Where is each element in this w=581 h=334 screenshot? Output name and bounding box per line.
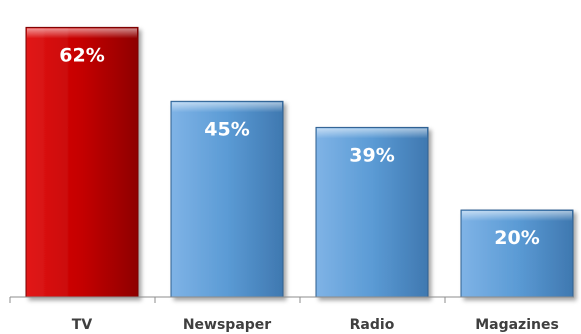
bar-radio <box>315 126 429 298</box>
category-label-radio: Radio <box>350 317 395 333</box>
bar-bevel-newspaper <box>172 102 282 113</box>
bar-magazines <box>460 209 574 298</box>
category-label-tv: TV <box>72 317 93 333</box>
value-label-magazines: 20% <box>494 227 539 249</box>
category-label-magazines: Magazines <box>475 317 559 333</box>
bar-group-radio: 39% <box>315 126 429 298</box>
bar-group-tv: 62% <box>25 26 139 298</box>
x-axis-ticks <box>9 297 446 303</box>
bars-layer: 62% 45% 39% 20% <box>25 26 574 298</box>
value-label-radio: 39% <box>349 144 394 166</box>
bar-bevel-magazines <box>462 211 572 222</box>
category-labels: TV Newspaper Radio Magazines <box>72 317 559 333</box>
bar-group-newspaper: 45% <box>170 100 284 298</box>
bar-newspaper <box>170 100 284 298</box>
bar-bevel-tv <box>27 28 137 39</box>
bar-bevel-radio <box>317 128 427 139</box>
bar-tv <box>25 26 139 298</box>
value-label-tv: 62% <box>59 44 104 66</box>
value-label-newspaper: 45% <box>204 118 249 140</box>
bar-group-magazines: 20% <box>460 209 574 298</box>
category-label-newspaper: Newspaper <box>183 317 271 333</box>
